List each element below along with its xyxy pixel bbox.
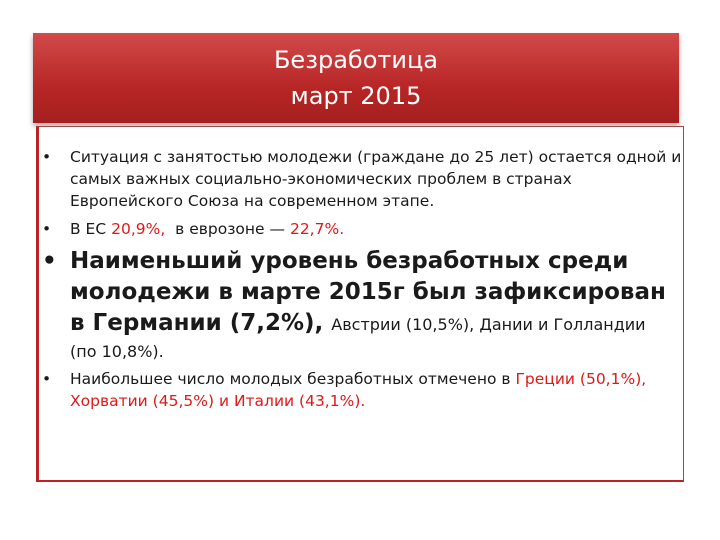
lowest-rate-normal-text: Австрии (10,5%), Дании и Голландии	[331, 315, 646, 334]
highest-rate-countries: Греции (50,1%), Хорватии (45,5%) и Итали…	[70, 370, 647, 410]
lowest-rate-after-text: (по 10,8%).	[70, 342, 164, 361]
bullet-dot-icon: •	[42, 148, 52, 166]
title-banner: Безработица март 2015	[33, 33, 679, 123]
eurozone-label: в еврозоне —	[165, 220, 290, 238]
bullet-eu-rates: • В ЕС 20,9%, в еврозоне — 22,7%.	[42, 218, 682, 240]
eurozone-rate-value: 22,7%.	[289, 220, 345, 238]
bullet-dot-icon: •	[42, 248, 57, 274]
eu-rate-value: 20,9%,	[111, 220, 166, 238]
bullet-dot-icon: •	[42, 370, 52, 388]
eu-prefix: В ЕС	[70, 220, 112, 238]
bullet-text: Ситуация с занятостью молодежи (граждане…	[70, 148, 682, 210]
bullet-dot-icon: •	[42, 220, 52, 238]
bullet-lowest-rate: • Наименьший уровень безработных среди м…	[42, 246, 682, 364]
bullet-youth-employment: • Ситуация с занятостью молодежи (гражда…	[42, 146, 682, 212]
lowest-rate-bold-text: Наименьший уровень безработных среди мол…	[70, 248, 666, 336]
title-line-1: Безработица	[273, 46, 439, 74]
bullet-highest-rate: • Наибольшее число молодых безработных о…	[42, 368, 682, 412]
bullet-list: • Ситуация с занятостью молодежи (гражда…	[42, 146, 682, 418]
title-line-2: март 2015	[290, 82, 422, 110]
highest-rate-prefix: Наибольшее число молодых безработных отм…	[70, 370, 516, 388]
content-frame	[36, 126, 684, 482]
